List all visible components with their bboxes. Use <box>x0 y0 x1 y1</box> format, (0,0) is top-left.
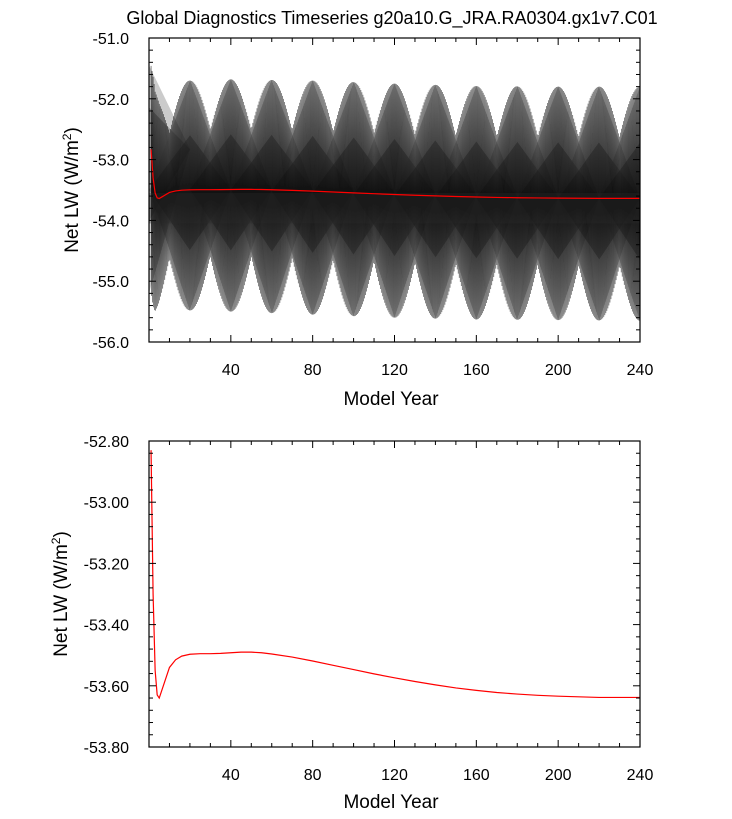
bottom-y-tick-label: -53.00 <box>84 495 129 512</box>
page-title: Global Diagnostics Timeseries g20a10.G_J… <box>126 8 657 29</box>
top-x-tick-label: 240 <box>627 362 654 379</box>
bottom-y-tick-label: -53.40 <box>84 618 129 635</box>
bottom-x-tick-label: 200 <box>545 767 572 784</box>
top-monthly-line <box>150 65 640 321</box>
bottom-annual-mean-line <box>150 450 640 700</box>
top-x-tick-label: 80 <box>304 362 322 379</box>
top-annual-mean-line <box>150 149 640 200</box>
top-y-tick-label: -51.0 <box>93 31 130 48</box>
top-x-tick-label: 40 <box>222 362 240 379</box>
top-x-tick-label: 160 <box>463 362 490 379</box>
top-y-tick-label: -52.0 <box>93 92 130 109</box>
bottom-y-tick-label: -53.20 <box>84 556 129 573</box>
bottom-x-tick-label: 40 <box>222 767 240 784</box>
top-y-tick-label: -53.0 <box>93 153 130 170</box>
bottom-y-axis-label: Net LW (W/m2) <box>49 531 72 657</box>
top-x-axis-label: Model Year <box>343 389 439 410</box>
bottom-panel: 40 80 120 160 200 240 -53.80 -53.60 -53.40 -53.2… <box>49 434 653 813</box>
bottom-x-tick-label: 80 <box>304 767 322 784</box>
top-x-tick-labels: 40 80 120 160 200 240 <box>222 362 654 379</box>
top-y-tick-label: -54.0 <box>93 213 130 230</box>
bottom-y-tick-label: -53.60 <box>84 679 129 696</box>
bottom-x-tick-label: 120 <box>381 767 408 784</box>
bottom-y-tick-label: -53.80 <box>84 740 129 757</box>
top-x-tick-label: 120 <box>381 362 408 379</box>
top-panel: 40 80 120 160 200 240 -56.0 -55.0 -54.0 -53.0 -52… <box>60 31 654 410</box>
bottom-y-tick-labels: -53.80 -53.60 -53.40 -53.20 -53.00 -52.80 <box>84 434 129 757</box>
bottom-axis-ticks <box>148 440 641 748</box>
top-y-tick-label: -56.0 <box>93 335 130 352</box>
bottom-x-tick-label: 240 <box>627 767 654 784</box>
top-axis-ticks <box>148 37 641 343</box>
bottom-x-tick-label: 160 <box>463 767 490 784</box>
top-y-tick-labels: -56.0 -55.0 -54.0 -53.0 -52.0 -51.0 <box>93 31 130 352</box>
top-y-axis-label: Net LW (W/m2) <box>60 127 83 253</box>
top-y-tick-label: -55.0 <box>93 274 130 291</box>
bottom-y-tick-label: -52.80 <box>84 434 129 451</box>
bottom-x-axis-label: Model Year <box>343 792 439 813</box>
top-x-tick-label: 200 <box>545 362 572 379</box>
bottom-x-tick-labels: 40 80 120 160 200 240 <box>222 767 654 784</box>
